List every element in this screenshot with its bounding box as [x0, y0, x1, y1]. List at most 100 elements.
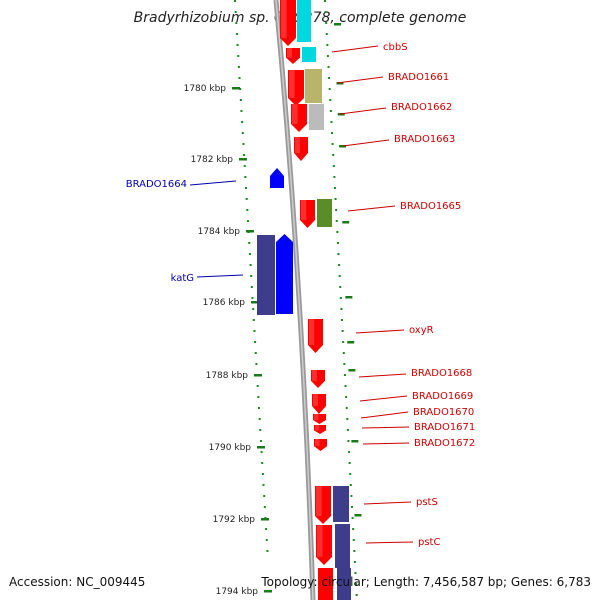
label-connector — [359, 395, 408, 402]
guide-dot — [335, 209, 338, 211]
tick-mark — [345, 296, 353, 299]
tick-label: 1782 kbp — [191, 155, 234, 165]
guide-dot — [338, 264, 341, 266]
guide-dot — [339, 286, 342, 288]
guide-dot — [331, 143, 334, 145]
guide-dot — [348, 462, 351, 464]
label-connectors — [189, 45, 414, 544]
gene-BRADO1671 — [314, 425, 326, 434]
gene-green — [317, 199, 332, 227]
guide-dot — [237, 66, 240, 68]
tick-mark — [342, 221, 350, 224]
tick-mark — [336, 82, 344, 85]
guide-dot — [252, 319, 255, 321]
label-connector — [342, 139, 390, 147]
guide-dot — [355, 583, 358, 585]
guide-dot — [329, 99, 332, 101]
tick-label: 1790 kbp — [209, 443, 252, 453]
guide-dot — [325, 22, 328, 24]
guide-dot — [246, 209, 249, 211]
tick-mark — [254, 374, 262, 377]
feature-label-pstC: pstC — [418, 537, 440, 548]
label-connector — [365, 541, 414, 544]
feature-label-BRADO1664: BRADO1664 — [126, 179, 187, 190]
genome-backbone-highlight — [275, 0, 314, 600]
feature-label-BRADO1662: BRADO1662 — [391, 102, 452, 113]
feature-label-BRADO1668: BRADO1668 — [411, 368, 472, 379]
guide-dot — [353, 550, 356, 552]
guide-dot — [240, 110, 243, 112]
guide-dot — [342, 341, 345, 343]
guide-dot — [351, 517, 354, 519]
guide-dot — [340, 308, 343, 310]
guide-dot — [326, 55, 329, 57]
guide-dot — [324, 0, 326, 2]
guide-dot — [354, 572, 357, 574]
guide-dot — [258, 418, 261, 420]
gene-BRADO1662-shine — [292, 104, 298, 124]
guide-dot — [261, 462, 264, 464]
guide-dot — [238, 77, 241, 79]
feature-label-oxyR: oxyR — [409, 325, 434, 336]
guide-dot — [339, 297, 342, 299]
guide-dot — [345, 407, 348, 409]
guide-dot — [331, 132, 334, 134]
guide-dot — [348, 451, 351, 453]
gene-BRADO1661 — [288, 70, 304, 106]
guide-dot — [236, 44, 239, 46]
guide-dot — [254, 352, 257, 354]
feature-label-BRADO1663: BRADO1663 — [394, 134, 455, 145]
guide-dot — [260, 451, 263, 453]
tick-mark — [334, 23, 341, 26]
gene-pstC-partner — [335, 524, 350, 568]
guide-dot — [266, 550, 269, 552]
guide-dot — [237, 55, 240, 57]
guide-dot — [261, 473, 264, 475]
guide-dot — [259, 429, 262, 431]
guide-dot — [241, 121, 244, 123]
guide-dot — [335, 220, 338, 222]
guide-dot — [328, 88, 331, 90]
accession-text: Accession: NC_009445 — [9, 575, 146, 589]
tick-group: 1780 kbp 1782 kbp 1784 kbp 1786 kbp 1788 kbp… — [184, 23, 362, 597]
guide-dot — [324, 11, 327, 13]
tick-mark — [347, 341, 355, 344]
guide-dot — [326, 44, 329, 46]
feature-label-pstS: pstS — [416, 497, 438, 508]
guide-dot — [243, 154, 246, 156]
guide-dot — [245, 187, 248, 189]
guide-dot — [350, 495, 353, 497]
guide-dot — [338, 275, 341, 277]
feature-label-BRADO1665: BRADO1665 — [400, 201, 461, 212]
tick-mark — [246, 230, 254, 233]
guide-dot — [346, 418, 349, 420]
guide-dot — [350, 506, 353, 508]
guide-dot — [347, 440, 350, 442]
gene-BRADO1665 — [300, 200, 315, 228]
gene-BRADO1664 — [270, 168, 284, 188]
label-connector — [363, 501, 412, 505]
label-connector — [355, 329, 405, 334]
gene-olive — [305, 69, 322, 103]
guide-dot — [262, 484, 265, 486]
guide-dot — [252, 308, 255, 310]
guide-dot — [251, 297, 254, 299]
gene-bottom-dark — [337, 568, 351, 600]
guide-dot — [332, 165, 335, 167]
guide-dot — [330, 121, 333, 123]
summary-text: Topology: circular; Length: 7,456,587 bp… — [261, 575, 591, 589]
guide-dot — [325, 33, 328, 35]
feature-label-BRADO1672: BRADO1672 — [414, 438, 475, 449]
guide-dot — [263, 506, 266, 508]
gene-pstC — [316, 525, 332, 565]
guide-dot — [254, 341, 257, 343]
feature-labels: BRADO1664 katG cbbS BRADO1661 BRADO1662 BRADO… — [126, 42, 476, 548]
guide-dot — [333, 176, 336, 178]
gene-BRADO1668 — [311, 370, 325, 388]
guide-dot — [328, 77, 331, 79]
guide-dot — [255, 363, 258, 365]
tick-mark — [348, 369, 356, 372]
guide-dot — [342, 352, 345, 354]
label-connector — [347, 205, 396, 212]
guide-dot — [349, 484, 352, 486]
